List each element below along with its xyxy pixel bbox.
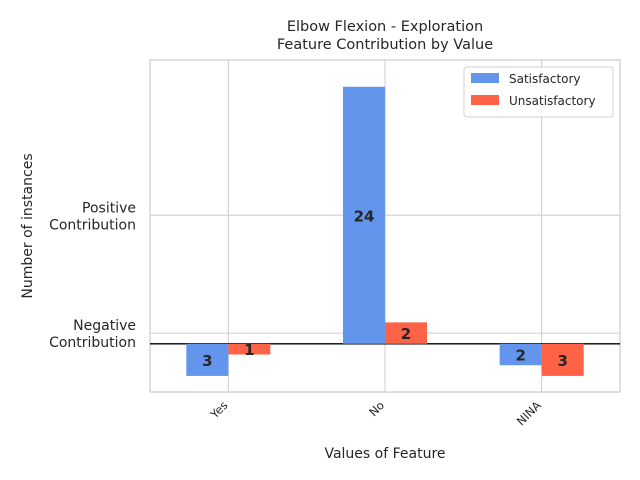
y-tick-labels: Positive Contribution Negative Contribution [49, 200, 136, 351]
bar-unsatisfactory-yes [228, 343, 271, 355]
bar-unsatisfactory-no [385, 322, 427, 344]
bar-value-label: 3 [557, 352, 567, 370]
y-axis-label: Number of instances [20, 153, 36, 298]
x-tick-label: No [366, 398, 387, 419]
legend-swatch [471, 73, 499, 83]
legend: Satisfactory Unsatisfactory [463, 66, 614, 118]
x-tick-label: Yes [207, 398, 231, 422]
bar-value-label: 2 [401, 325, 411, 343]
bar-value-label: 1 [244, 341, 254, 359]
bar-unsatisfactory-nina [541, 343, 584, 376]
bar-value-label: 2 [515, 347, 525, 365]
x-tick-labels: Yes No NINA [207, 398, 544, 428]
chart-title: Elbow Flexion - Exploration Feature Contr… [277, 19, 493, 53]
chart-title-line: Elbow Flexion - Exploration [287, 19, 483, 35]
y-tick-label: Positive Contribution [49, 200, 136, 233]
bars [186, 86, 584, 376]
legend-label: Satisfactory [509, 72, 581, 86]
chart-title-line: Feature Contribution by Value [277, 37, 493, 53]
legend-swatch [471, 95, 499, 105]
bar-value-label: 24 [354, 207, 375, 225]
bar-satisfactory-yes [186, 343, 229, 376]
x-tick-label: NINA [514, 398, 544, 428]
bar-satisfactory-nina [499, 343, 542, 366]
y-tick-label: Negative Contribution [49, 318, 136, 351]
legend-label: Unsatisfactory [509, 94, 596, 108]
bar-value-label: 3 [202, 352, 212, 370]
x-axis-label: Values of Feature [324, 446, 445, 462]
bar-satisfactory-no [343, 86, 385, 344]
bar-labels: 3 24 2 1 2 3 [202, 207, 568, 370]
legend-frame [463, 66, 614, 118]
